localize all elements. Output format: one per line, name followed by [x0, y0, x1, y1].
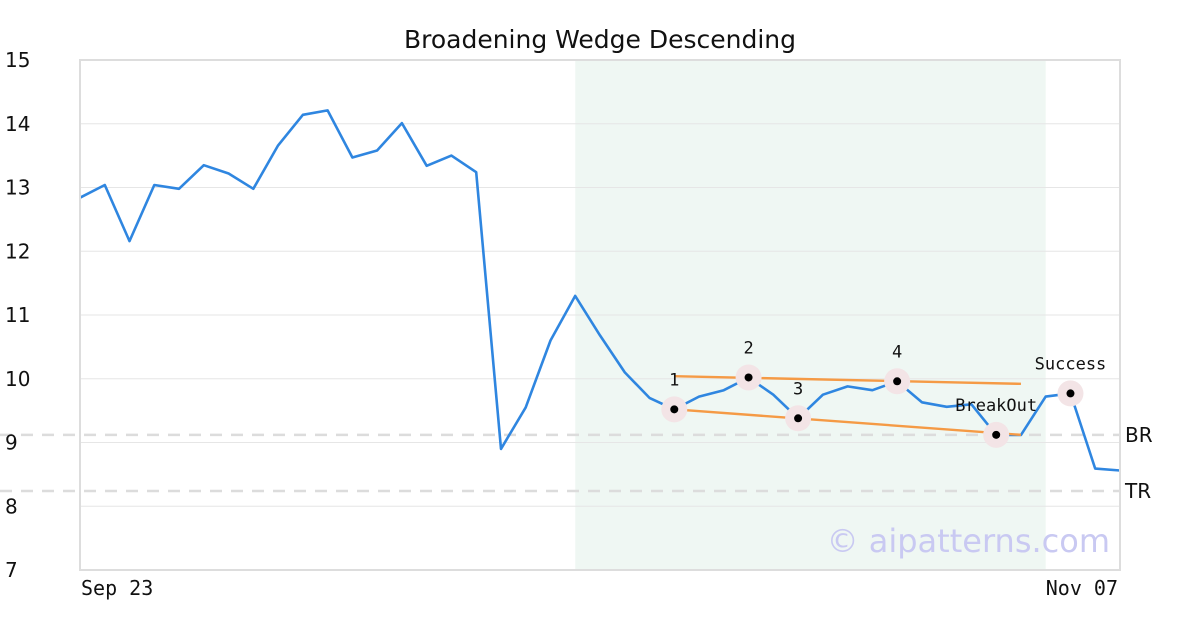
y-tick-label: 12 — [5, 239, 30, 263]
y-tick-label: 7 — [5, 558, 18, 582]
x-tick-label-start: Sep 23 — [81, 576, 153, 600]
level-label-tr: TR — [1124, 479, 1151, 503]
y-tick-label: 8 — [5, 494, 18, 518]
y-tick-label: 13 — [5, 176, 30, 200]
chart-title: Broadening Wedge Descending — [404, 25, 796, 54]
point-marker-2 — [744, 373, 753, 382]
lower-trendline — [674, 408, 1022, 437]
price-line — [79, 109, 1121, 472]
y-tick-label: 14 — [5, 112, 30, 136]
point-marker-4 — [893, 377, 902, 386]
point-marker-success — [1066, 389, 1075, 398]
point-label-3: 3 — [793, 379, 803, 399]
x-tick-label-end: Nov 07 — [1046, 576, 1118, 600]
level-label-br: BR — [1125, 423, 1153, 447]
point-marker-3 — [794, 414, 803, 423]
point-label-1: 1 — [669, 370, 679, 390]
point-label-success: Success — [1035, 354, 1107, 374]
point-label-2: 2 — [743, 338, 753, 358]
point-label-4: 4 — [892, 342, 902, 362]
y-tick-label: 9 — [5, 431, 18, 455]
plot-frame — [79, 59, 1121, 571]
y-tick-label: 10 — [5, 367, 30, 391]
y-tick-label: 15 — [5, 48, 30, 72]
point-marker-breakout — [992, 430, 1001, 439]
upper-trendline — [674, 375, 1021, 386]
y-tick-label: 11 — [5, 303, 30, 327]
point-label-breakout: BreakOut — [955, 396, 1037, 416]
point-marker-1 — [670, 405, 679, 414]
watermark: © aipatterns.com — [827, 522, 1110, 560]
